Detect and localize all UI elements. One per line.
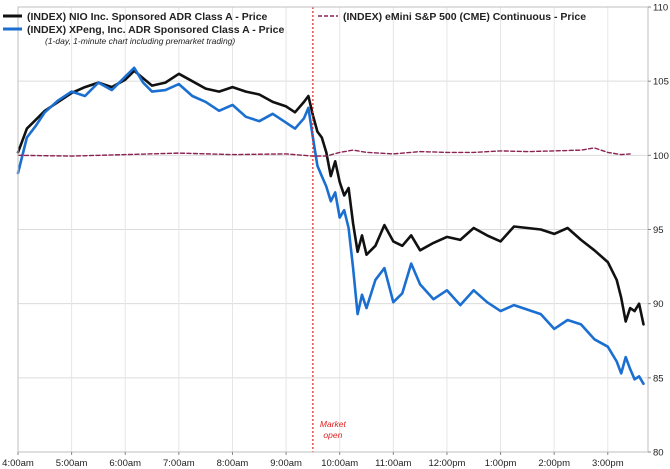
series-line-xpeng	[16, 66, 645, 386]
x-tick-label-6: 10:00am	[321, 458, 358, 469]
x-tick-label-7: 11:00am	[375, 458, 411, 469]
legend-label-xpeng: (INDEX) XPeng, Inc. ADR Sponsored Class …	[27, 24, 284, 36]
y-tick-label-90: 90	[653, 299, 664, 310]
x-tick-label-0: 4:00am	[2, 458, 34, 469]
y-tick-label-110: 110	[653, 3, 668, 14]
legend-note: (1-day, 1-minute chart including premark…	[45, 36, 235, 46]
market-open-label-line2: open	[323, 430, 342, 440]
series-layer	[16, 66, 645, 386]
axes: 80 85 90 95 100 105 110 4:00am 5:00am 6:00am 7:00a…	[2, 3, 669, 469]
y-tick-label-95: 95	[653, 225, 664, 236]
market-open-label-line1: Market	[320, 419, 347, 429]
market-open-annotation: Market open	[312, 7, 347, 452]
x-tick-label-3: 7:00am	[163, 458, 195, 469]
x-tick-label-4: 8:00am	[217, 458, 249, 469]
x-tick-label-5: 9:00am	[270, 458, 302, 469]
series-line-nio	[16, 69, 645, 326]
x-tick-label-8: 12:00pm	[428, 458, 465, 469]
y-tick-label-100: 100	[653, 151, 669, 162]
y-tick-label-85: 85	[653, 373, 664, 384]
series-line-emini	[17, 147, 631, 157]
legend: (INDEX) NIO Inc. Sponsored ADR Class A -…	[3, 11, 586, 46]
x-tick-label-11: 3:00pm	[592, 458, 624, 469]
x-tick-label-1: 5:00am	[56, 458, 88, 469]
x-tick-label-9: 1:00pm	[485, 458, 517, 469]
y-tick-label-105: 105	[653, 77, 669, 88]
y-tick-label-80: 80	[653, 448, 664, 459]
x-tick-label-2: 6:00am	[109, 458, 141, 469]
legend-label-emini: (INDEX) eMini S&P 500 (CME) Continuous -…	[343, 11, 586, 23]
x-tick-label-10: 2:00pm	[538, 458, 570, 469]
grid	[17, 6, 648, 453]
legend-label-nio: (INDEX) NIO Inc. Sponsored ADR Class A -…	[27, 11, 268, 23]
